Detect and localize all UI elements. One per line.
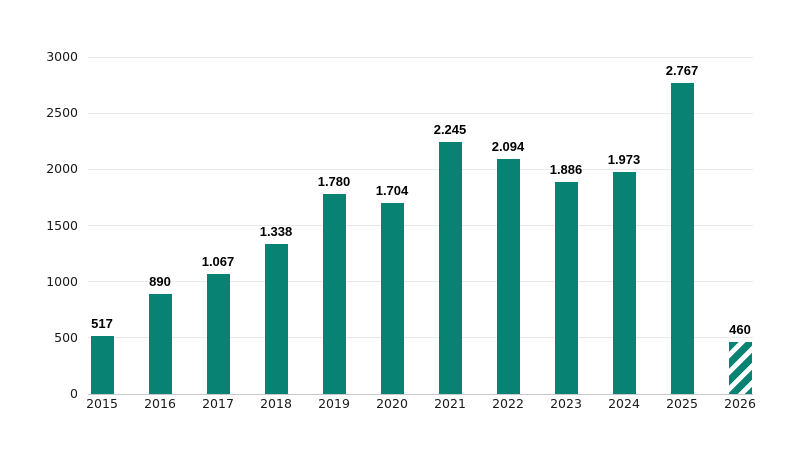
bar-2017 xyxy=(206,274,230,394)
x-axis-tick-label: 2022 xyxy=(492,396,524,411)
y-axis-tick-label: 1000 xyxy=(46,273,78,289)
y-axis-labels: 0 500 1000 1500 2000 2500 3000 xyxy=(0,49,78,401)
value-label-2018: 1.338 xyxy=(259,223,293,239)
bar-2021 xyxy=(438,141,462,394)
bar-2023 xyxy=(554,182,578,394)
bar-2016 xyxy=(148,294,172,394)
x-axis-labels: 2015 2016 2017 2018 2019 2020 2021 2022 2023 2024… xyxy=(86,396,756,416)
x-axis-tick-label: 2015 xyxy=(86,396,118,411)
x-axis-tick-label: 2023 xyxy=(550,396,582,411)
x-axis-tick-label: 2026 xyxy=(724,396,756,411)
x-axis-tick-label: 2017 xyxy=(202,396,234,411)
y-axis-tick-label: 0 xyxy=(70,386,78,401)
gridlines-layer xyxy=(88,56,753,395)
bar-2019 xyxy=(322,194,346,394)
x-axis-tick-label: 2019 xyxy=(318,396,350,411)
gridline-0 xyxy=(88,393,753,395)
x-axis-tick-label: 2024 xyxy=(608,396,640,411)
y-axis-tick-label: 2500 xyxy=(46,105,78,121)
bar-2020 xyxy=(380,202,404,394)
value-label-2015: 517 xyxy=(91,315,113,331)
bar-2015 xyxy=(90,335,114,394)
value-label-2020: 1.704 xyxy=(375,182,409,198)
value-label-2021: 2.245 xyxy=(433,121,467,137)
gridline-2000 xyxy=(88,168,753,170)
y-axis-tick-label: 1500 xyxy=(46,217,78,233)
gridline-2500 xyxy=(88,112,753,114)
y-axis-tick-label: 500 xyxy=(54,329,78,345)
gridline-500 xyxy=(88,337,753,339)
value-label-2023: 1.886 xyxy=(549,162,583,178)
gridline-1500 xyxy=(88,225,753,226)
value-label-2019: 1.780 xyxy=(317,174,351,190)
value-label-2025: 2.767 xyxy=(665,63,699,79)
value-label-2024: 1.973 xyxy=(607,152,641,168)
value-label-2022: 2.094 xyxy=(491,138,525,154)
plot-area: 517 890 1.067 1.338 1.780 1.704 2.245 2.094 1.88… xyxy=(88,57,753,394)
bar-2024 xyxy=(612,172,636,394)
value-label-2026: 460 xyxy=(729,322,751,338)
x-axis-tick-label: 2018 xyxy=(260,396,292,411)
value-label-2016: 890 xyxy=(149,274,171,290)
value-label-2017: 1.067 xyxy=(201,254,235,270)
x-axis-tick-label: 2025 xyxy=(666,396,698,411)
bar-2025 xyxy=(670,83,694,394)
y-axis-tick-label: 2000 xyxy=(46,161,78,177)
y-axis-tick-label: 3000 xyxy=(46,49,78,64)
bar-2026 xyxy=(728,342,752,394)
bar-2022 xyxy=(496,158,520,394)
gridline-3000 xyxy=(88,56,753,58)
x-axis-tick-label: 2016 xyxy=(144,396,176,411)
x-axis-tick-label: 2020 xyxy=(376,396,408,411)
gridline-1000 xyxy=(88,281,753,283)
bar-2018 xyxy=(264,243,288,394)
x-axis-tick-label: 2021 xyxy=(434,396,466,411)
